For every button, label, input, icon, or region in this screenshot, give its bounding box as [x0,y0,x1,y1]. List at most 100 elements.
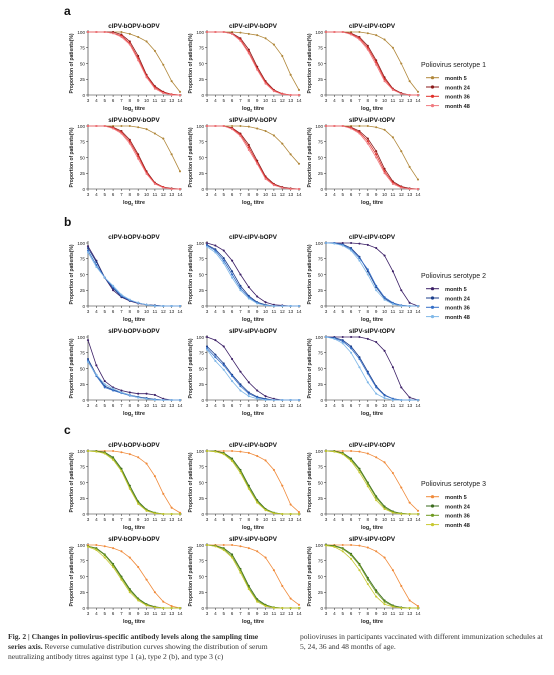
x-tick-label: 8 [248,192,251,197]
x-axis-label: log2 titre [242,525,264,532]
data-point [289,73,292,76]
data-point [137,502,140,505]
data-point [95,543,98,547]
y-axis-label: Proportion of patients(%) [307,546,313,606]
series-line-month-24 [326,31,418,96]
x-axis-label: log2 titre [361,317,383,324]
data-point [112,127,115,130]
data-point [391,605,394,608]
data-point [383,298,386,301]
x-tick-label: 13 [169,98,175,103]
y-axis-label: Proportion of patients(%) [188,244,194,304]
series-line-month-48 [206,246,299,307]
series-line-month-24 [87,358,180,401]
x-tick-label: 6 [112,192,115,197]
legend-swatch-marker [430,315,435,319]
data-point [383,172,386,175]
data-point [358,335,361,339]
data-point [400,62,403,65]
x-axis-label: log2 titre [361,200,383,207]
data-point [120,30,123,34]
data-point [112,449,115,453]
data-point [231,449,234,453]
data-point [333,450,336,453]
data-point [341,335,344,339]
data-point [86,339,90,342]
data-point [366,273,369,276]
series-line-month-5 [326,125,419,180]
subplot: sIPV-bOPV-bOPV 0 25 50 75 100 3 4 5 6 7 8 9 10 11 12 13 1… [69,117,183,207]
x-tick-label: 9 [256,517,259,522]
legend-entry: month 24 [445,504,471,510]
y-tick-label: 0 [201,187,204,192]
y-tick-label: 25 [80,171,86,176]
data-point [281,186,284,189]
data-point [153,475,156,478]
x-tick-label: 5 [341,611,344,616]
data-point [247,392,250,395]
data-point [289,512,292,516]
y-tick-label: 0 [201,398,204,403]
subplot: sIPV-bOPV-bOPV 0 25 50 75 100 3 4 5 6 7 8 9 10 11 12 13 1… [69,536,183,626]
data-point [324,241,328,245]
data-point [264,395,267,398]
x-tick-label: 12 [280,309,286,314]
data-point [256,550,259,553]
data-point [366,48,369,51]
subplot-title: sIPV-sIPV-tOPV [349,536,396,543]
y-tick-label: 100 [77,449,85,454]
x-axis-label: log2 titre [242,106,264,113]
series-line-month-5 [326,450,419,512]
x-tick-label: 4 [333,403,336,408]
data-point [214,545,217,548]
x-tick-label: 5 [341,517,344,522]
y-axis-label: Proportion of patients(%) [69,127,75,187]
x-tick-label: 14 [415,611,421,616]
x-tick-label: 7 [239,192,242,197]
data-point [341,342,344,345]
data-point [162,63,165,66]
x-tick-label: 5 [341,309,344,314]
data-point [170,398,173,402]
data-point [358,468,361,471]
x-tick-label: 12 [399,517,405,522]
data-point [162,492,165,495]
y-tick-label: 25 [318,590,324,595]
data-point [214,124,217,128]
data-point [137,456,140,459]
series-line-month-24 [207,450,299,515]
data-point [383,600,386,603]
data-point [366,578,369,581]
x-tick-label: 14 [296,309,302,314]
x-tick-label: 6 [231,98,234,103]
data-point [153,49,156,52]
data-point [289,187,292,191]
y-tick-label: 75 [80,351,86,356]
data-point [231,273,234,276]
x-axis-label: log2 titre [123,106,145,113]
series-line-month-36 [206,544,299,609]
series-line-month-24 [88,125,181,190]
series-line-month-5 [326,31,419,93]
data-point [264,605,267,608]
data-point [366,142,369,145]
subplot-title: sIPV-bOPV-bOPV [108,117,160,124]
data-point [272,134,275,137]
data-point [256,68,259,71]
series-line-month-5 [326,242,419,307]
data-point [178,304,182,308]
data-point [400,92,403,95]
x-tick-label: 7 [358,192,361,197]
x-tick-label: 3 [87,98,90,103]
x-tick-label: 4 [95,611,98,616]
x-tick-label: 7 [358,403,361,408]
y-axis-label: Proportion of patients(%) [188,127,194,187]
legend-swatch-marker [430,495,435,499]
data-point [103,276,106,279]
data-point [231,124,234,128]
data-point [162,137,165,140]
x-tick-label: 14 [296,517,302,522]
x-tick-label: 6 [350,192,353,197]
data-point [256,302,259,305]
data-point [297,162,301,165]
